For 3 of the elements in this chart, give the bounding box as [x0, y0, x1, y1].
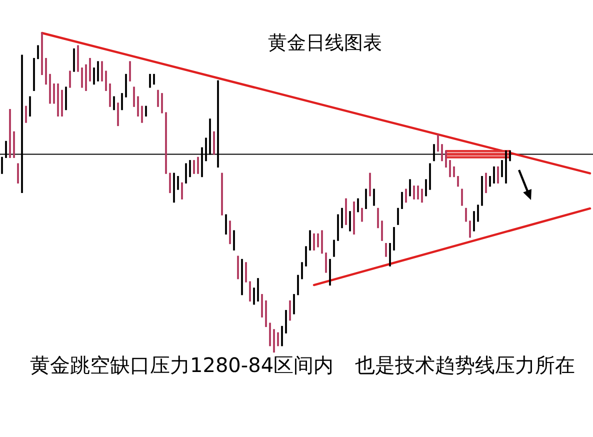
text: 也是技术趋势线压力所在: [355, 353, 575, 377]
text: 黄金跳空缺口压力1280-84区间内: [30, 353, 334, 377]
chart-title: 黄金日线图表: [268, 32, 382, 54]
